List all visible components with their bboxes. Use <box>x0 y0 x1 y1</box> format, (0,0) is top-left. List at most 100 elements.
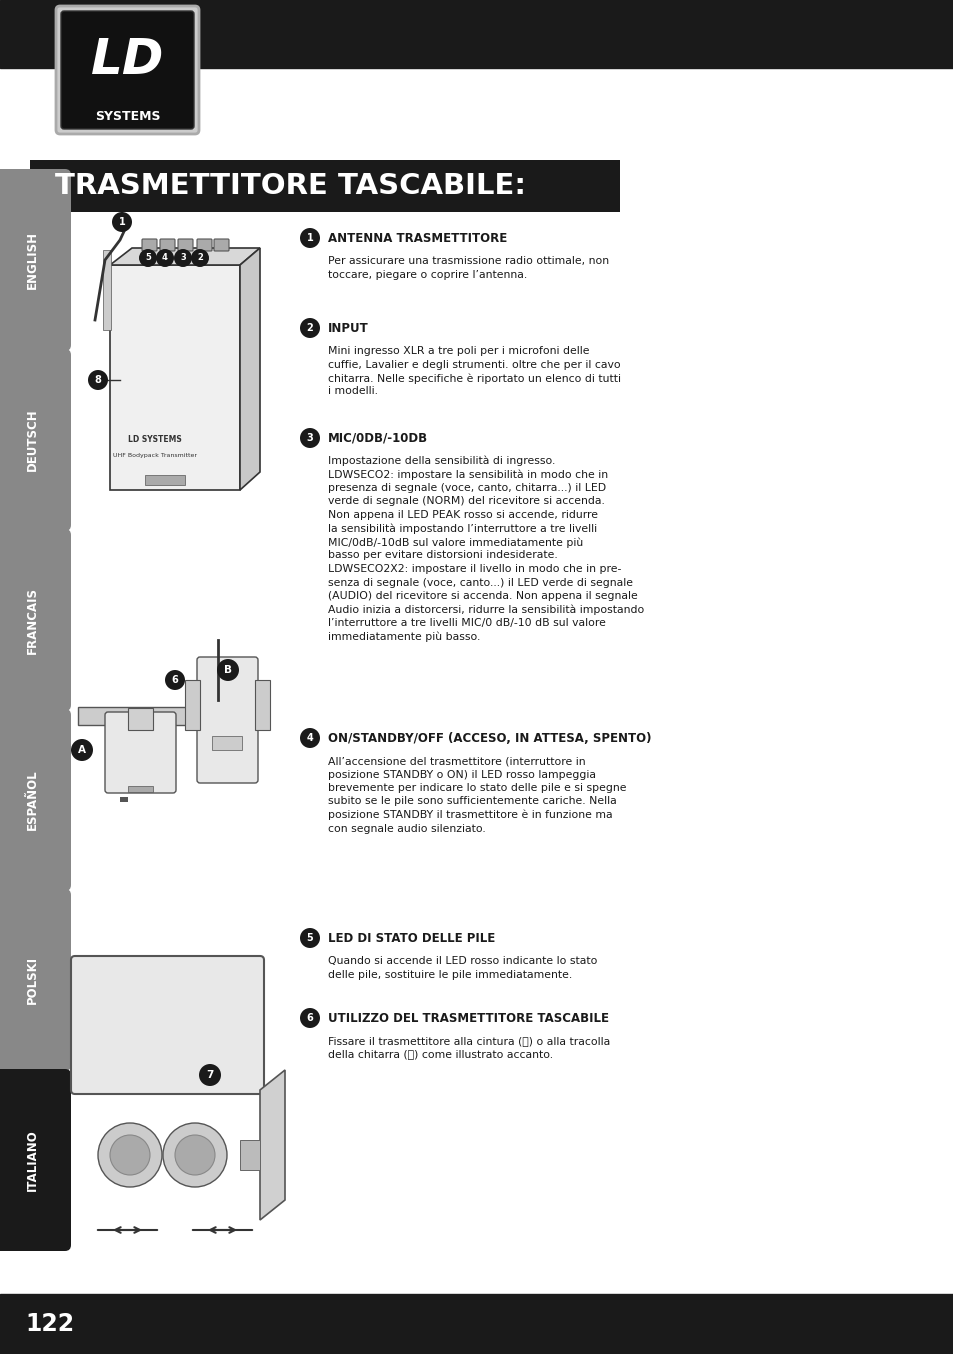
Circle shape <box>199 1064 221 1086</box>
Circle shape <box>112 213 132 232</box>
Bar <box>185 680 200 730</box>
Text: LD SYSTEMS: LD SYSTEMS <box>128 436 182 444</box>
Text: LDWSECO2X2: impostare il livello in modo che in pre-: LDWSECO2X2: impostare il livello in modo… <box>328 565 620 574</box>
Polygon shape <box>240 248 260 490</box>
Bar <box>120 798 128 802</box>
FancyBboxPatch shape <box>71 956 264 1094</box>
Text: 5: 5 <box>145 253 151 263</box>
Circle shape <box>299 728 319 747</box>
FancyBboxPatch shape <box>160 240 174 250</box>
FancyBboxPatch shape <box>30 160 619 213</box>
FancyBboxPatch shape <box>0 529 71 711</box>
Text: 8: 8 <box>94 375 101 385</box>
Text: ON/STANDBY/OFF (ACCESO, IN ATTESA, SPENTO): ON/STANDBY/OFF (ACCESO, IN ATTESA, SPENT… <box>328 731 651 745</box>
Text: della chitarra (Ⓑ) come illustrato accanto.: della chitarra (Ⓑ) come illustrato accan… <box>328 1049 553 1059</box>
Circle shape <box>88 370 108 390</box>
Text: 6: 6 <box>172 676 178 685</box>
FancyBboxPatch shape <box>142 240 157 250</box>
Text: UTILIZZO DEL TRASMETTITORE TASCABILE: UTILIZZO DEL TRASMETTITORE TASCABILE <box>328 1011 608 1025</box>
Text: delle pile, sostituire le pile immediatamente.: delle pile, sostituire le pile immediata… <box>328 969 572 979</box>
Circle shape <box>299 927 319 948</box>
Bar <box>240 1140 260 1170</box>
Text: toccare, piegare o coprire l’antenna.: toccare, piegare o coprire l’antenna. <box>328 269 527 279</box>
Text: basso per evitare distorsioni indesiderate.: basso per evitare distorsioni indesidera… <box>328 551 558 561</box>
Text: posizione STANDBY o ON) il LED rosso lampeggia: posizione STANDBY o ON) il LED rosso lam… <box>328 769 596 780</box>
Polygon shape <box>110 265 240 490</box>
Text: ESPAÑOL: ESPAÑOL <box>26 769 39 830</box>
Text: la sensibilità impostando l’interruttore a tre livelli: la sensibilità impostando l’interruttore… <box>328 524 597 533</box>
Bar <box>78 707 208 724</box>
Text: cuffie, Lavalier e degli strumenti. oltre che per il cavo: cuffie, Lavalier e degli strumenti. oltr… <box>328 360 620 370</box>
Text: 5: 5 <box>306 933 313 942</box>
Text: Quando si accende il LED rosso indicante lo stato: Quando si accende il LED rosso indicante… <box>328 956 597 965</box>
Text: 2: 2 <box>306 324 313 333</box>
Text: verde di segnale (NORM) del ricevitore si accenda.: verde di segnale (NORM) del ricevitore s… <box>328 497 604 506</box>
Text: LED DI STATO DELLE PILE: LED DI STATO DELLE PILE <box>328 932 495 945</box>
Text: 7: 7 <box>206 1070 213 1080</box>
Bar <box>254 680 270 730</box>
Circle shape <box>173 249 192 267</box>
Text: con segnale audio silenziato.: con segnale audio silenziato. <box>328 823 485 834</box>
FancyBboxPatch shape <box>0 169 71 351</box>
Text: SYSTEMS: SYSTEMS <box>94 110 160 122</box>
Circle shape <box>299 428 319 448</box>
Text: 1: 1 <box>306 233 313 242</box>
Text: 4: 4 <box>306 733 313 743</box>
Text: FRANCAIS: FRANCAIS <box>26 586 39 654</box>
Circle shape <box>174 1135 214 1175</box>
Text: Mini ingresso XLR a tre poli per i microfoni delle: Mini ingresso XLR a tre poli per i micro… <box>328 347 589 356</box>
Circle shape <box>163 1122 227 1187</box>
Text: LD: LD <box>91 37 164 84</box>
Text: 1: 1 <box>118 217 125 227</box>
Circle shape <box>191 249 209 267</box>
Text: brevemente per indicare lo stato delle pile e si spegne: brevemente per indicare lo stato delle p… <box>328 783 626 793</box>
Text: Fissare il trasmettitore alla cintura (Ⓐ) o alla tracolla: Fissare il trasmettitore alla cintura (Ⓐ… <box>328 1036 610 1047</box>
FancyBboxPatch shape <box>178 240 193 250</box>
Circle shape <box>299 1007 319 1028</box>
Bar <box>103 250 111 330</box>
Text: senza di segnale (voce, canto...) il LED verde di segnale: senza di segnale (voce, canto...) il LED… <box>328 578 633 588</box>
Text: 6: 6 <box>306 1013 313 1024</box>
Circle shape <box>139 249 157 267</box>
Text: A: A <box>78 745 86 756</box>
Text: (AUDIO) del ricevitore si accenda. Non appena il segnale: (AUDIO) del ricevitore si accenda. Non a… <box>328 590 638 601</box>
Text: ENGLISH: ENGLISH <box>26 232 39 288</box>
Text: ITALIANO: ITALIANO <box>26 1129 39 1192</box>
Polygon shape <box>260 1070 285 1220</box>
Text: Impostazione della sensibilità di ingresso.: Impostazione della sensibilità di ingres… <box>328 456 555 467</box>
Circle shape <box>110 1135 150 1175</box>
FancyBboxPatch shape <box>196 240 212 250</box>
Circle shape <box>165 670 185 691</box>
FancyBboxPatch shape <box>61 11 193 129</box>
Bar <box>0 0 953 68</box>
Text: i modelli.: i modelli. <box>328 386 377 397</box>
Text: MIC/0DB/-10DB: MIC/0DB/-10DB <box>328 432 428 444</box>
Circle shape <box>299 318 319 338</box>
Text: Audio inizia a distorcersi, ridurre la sensibilità impostando: Audio inizia a distorcersi, ridurre la s… <box>328 604 643 615</box>
Circle shape <box>71 739 92 761</box>
Text: l’interruttore a tre livelli MIC/0 dB/-10 dB sul valore: l’interruttore a tre livelli MIC/0 dB/-1… <box>328 617 605 628</box>
Text: 3: 3 <box>180 253 186 263</box>
FancyBboxPatch shape <box>213 240 229 250</box>
Text: MIC/0dB/-10dB sul valore immediatamente più: MIC/0dB/-10dB sul valore immediatamente … <box>328 538 582 547</box>
Circle shape <box>216 659 239 681</box>
Circle shape <box>156 249 173 267</box>
Polygon shape <box>110 248 260 265</box>
Text: INPUT: INPUT <box>328 321 369 334</box>
FancyBboxPatch shape <box>0 709 71 891</box>
Text: Non appena il LED PEAK rosso si accende, ridurre: Non appena il LED PEAK rosso si accende,… <box>328 510 598 520</box>
Text: LDWSECO2: impostare la sensibilità in modo che in: LDWSECO2: impostare la sensibilità in mo… <box>328 470 607 481</box>
Bar <box>145 475 185 485</box>
Text: B: B <box>224 665 232 676</box>
Text: 4: 4 <box>162 253 168 263</box>
Bar <box>128 708 152 730</box>
Text: subito se le pile sono sufficientemente cariche. Nella: subito se le pile sono sufficientemente … <box>328 796 616 807</box>
Text: 3: 3 <box>306 433 313 443</box>
Text: TRASMETTITORE TASCABILE:: TRASMETTITORE TASCABILE: <box>55 172 525 200</box>
Text: posizione STANDBY il trasmettitore è in funzione ma: posizione STANDBY il trasmettitore è in … <box>328 810 612 821</box>
FancyBboxPatch shape <box>105 712 175 793</box>
Text: ANTENNA TRASMETTITORE: ANTENNA TRASMETTITORE <box>328 232 507 245</box>
Circle shape <box>98 1122 162 1187</box>
Text: Per assicurare una trasmissione radio ottimale, non: Per assicurare una trasmissione radio ot… <box>328 256 608 265</box>
FancyBboxPatch shape <box>0 349 71 531</box>
